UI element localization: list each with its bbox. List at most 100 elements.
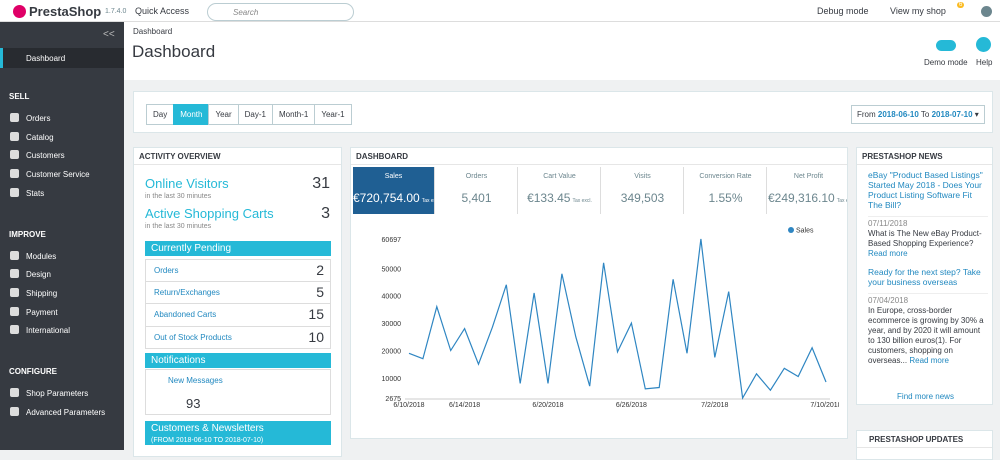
carts-label[interactable]: Active Shopping Carts <box>145 206 274 221</box>
menu-item[interactable]: Modules <box>26 251 57 261</box>
menu-icon <box>10 131 19 141</box>
menu-item[interactable]: Customer Service <box>26 170 90 180</box>
messages-label[interactable]: New Messages <box>168 376 223 385</box>
kpi[interactable]: Visits 349,503 <box>602 167 684 214</box>
notifications-box: New Messages 93 <box>145 369 331 415</box>
pending-value: 5 <box>316 283 324 300</box>
menu-item[interactable]: Catalog <box>26 132 54 142</box>
y-tick-label: 30000 <box>382 321 402 328</box>
news-panel: PRESTASHOP NEWS eBay "Product Based List… <box>856 147 993 405</box>
y-tick-label: 20000 <box>382 349 402 356</box>
menu-icon <box>10 187 19 197</box>
logo-icon <box>13 5 26 18</box>
kpi-label: Orders <box>465 173 488 180</box>
carts-value: 3 <box>321 205 330 222</box>
quick-access[interactable]: Quick Access <box>135 6 190 16</box>
help-icon[interactable] <box>976 37 991 52</box>
menu-icon <box>10 250 19 260</box>
online-label[interactable]: Online Visitors <box>145 176 229 191</box>
period-button[interactable]: Day-1 <box>237 104 273 125</box>
menu-item[interactable]: Shipping <box>26 288 58 298</box>
menu-item[interactable]: International <box>26 326 71 336</box>
x-tick-label: 6/26/2018 <box>616 402 647 409</box>
account-icon[interactable] <box>981 6 992 17</box>
pending-label[interactable]: Return/Exchanges <box>154 287 220 297</box>
breadcrumb[interactable]: Dashboard <box>133 27 173 36</box>
search-placeholder: Search <box>233 8 259 17</box>
period-button[interactable]: Year-1 <box>314 104 352 125</box>
find-more[interactable]: Find more news <box>897 392 954 401</box>
kpi-value: €720,754.00 <box>353 191 420 205</box>
debug-mode[interactable]: Debug mode <box>817 6 869 16</box>
read-more[interactable]: Read more <box>868 249 908 258</box>
view-shop[interactable]: View my shop <box>890 6 946 16</box>
news-text: What is The New eBay Product-Based Shopp… <box>868 229 982 248</box>
period-button[interactable]: Month <box>173 104 210 125</box>
pending-label[interactable]: Abandoned Carts <box>154 310 217 319</box>
dashboard-item[interactable]: Dashboard <box>0 48 124 68</box>
kpi-value: 5,401 <box>461 191 492 205</box>
customers-bar: Customers & Newsletters (FROM 2018-06-10 … <box>145 421 331 445</box>
logo[interactable]: PrestaShop <box>29 4 102 19</box>
menu-icon <box>10 306 19 316</box>
period-button[interactable]: Day <box>146 104 175 125</box>
sales-chart: 2675 10000 20000 30000 40000 50000 60697 6/10/2… <box>382 227 839 409</box>
x-tick-label: 6/10/2018 <box>393 402 424 409</box>
page-title: Dashboard <box>132 42 216 61</box>
notification-count[interactable]: 6 <box>957 2 965 8</box>
legend-label: Sales <box>796 228 814 235</box>
pending-row: Out of Stock Products 10 <box>145 326 331 349</box>
collapse[interactable]: << <box>103 29 115 40</box>
news-list: eBay "Product Based Listings" Started Ma… <box>868 170 988 374</box>
x-tick-label: 7/2/2018 <box>701 402 728 409</box>
menu-item[interactable]: Stats <box>26 188 45 198</box>
help[interactable]: Help <box>976 58 993 67</box>
y-tick-label: 60697 <box>382 237 402 244</box>
pending-row: Orders 2 <box>145 259 331 282</box>
pending-value: 15 <box>308 306 324 322</box>
period-button[interactable]: Month-1 <box>271 104 316 125</box>
menu-icon <box>10 113 19 122</box>
kpi[interactable]: Conversion Rate 1.55% <box>685 167 767 214</box>
date-range[interactable]: From 2018-06-10 To 2018-07-10 ▾ <box>851 105 985 124</box>
pending-title: Currently Pending <box>145 241 331 256</box>
filter-bar: Day Month Year Day-1 Month-1 Year-1 From 2018… <box>133 91 993 133</box>
pending-label[interactable]: Out of Stock Products <box>154 332 232 342</box>
section-title: IMPROVE <box>9 229 46 239</box>
section-title: CONFIGURE <box>9 367 57 376</box>
news-text: In Europe, cross-border ecommerce is gro… <box>868 306 984 365</box>
demo-toggle[interactable] <box>936 40 956 51</box>
news-text-row: What is The New eBay Product-Based Shopp… <box>868 229 988 259</box>
notifications-title: Notifications <box>145 353 331 368</box>
kpi[interactable]: Orders 5,401 <box>436 167 518 214</box>
pending-list: Orders 2 Return/Exchanges 5 Abandoned Carts 1… <box>145 259 331 349</box>
menu-item[interactable]: Customers <box>26 151 65 161</box>
updates-panel: PRESTASHOP UPDATES <box>856 430 993 460</box>
menu-item[interactable]: Design <box>26 270 51 280</box>
kpi-note: Tax excl. <box>572 198 592 204</box>
read-more[interactable]: Read more <box>909 356 949 365</box>
menu-item[interactable]: Shop Parameters <box>26 389 89 398</box>
news-headline[interactable]: Ready for the next step? Take your busin… <box>868 267 981 287</box>
kpi[interactable]: Cart Value €133.45 Tax excl. <box>519 167 601 214</box>
menu-icon <box>10 169 19 179</box>
menu-item[interactable]: Payment <box>26 307 58 317</box>
menu-icon <box>10 406 19 416</box>
kpi-note: Tax excl. <box>836 198 847 204</box>
online-value: 31 <box>312 175 330 192</box>
search[interactable]: Search <box>207 3 354 21</box>
menu-item[interactable]: Advanced Parameters <box>26 407 106 417</box>
pending-label[interactable]: Orders <box>154 266 179 275</box>
dashboard-label: Dashboard <box>26 54 66 63</box>
period-buttons: Day Month Year Day-1 Month-1 Year-1 <box>146 104 352 125</box>
news-headline[interactable]: eBay "Product Based Listings" Started Ma… <box>868 170 983 210</box>
activity-title: ACTIVITY OVERVIEW <box>134 148 341 165</box>
period-button[interactable]: Year <box>208 104 239 125</box>
activity-panel: ACTIVITY OVERVIEW Online Visitors in the… <box>133 147 342 457</box>
sidebar: << Dashboard SELL Orders Catalog Customers C… <box>0 22 124 450</box>
x-tick-label: 7/10/2018 <box>810 402 839 409</box>
menu-item[interactable]: Orders <box>26 114 51 123</box>
